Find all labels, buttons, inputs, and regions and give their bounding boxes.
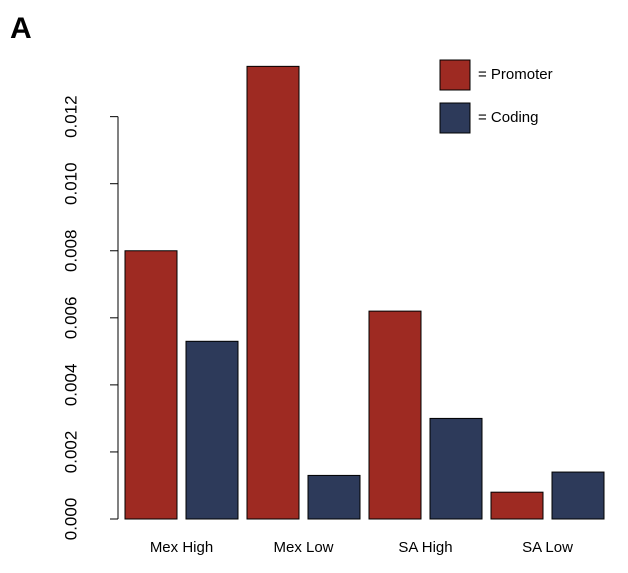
y-tick-label: 0.000 [61, 498, 80, 541]
bar [551, 471, 605, 520]
y-tick-label: 0.006 [61, 297, 80, 340]
bar [185, 340, 239, 520]
y-tick-label: 0.010 [61, 162, 80, 205]
bar [368, 310, 422, 520]
y-tick-label: 0.012 [61, 95, 80, 138]
x-tick-label: SA Low [522, 539, 573, 556]
x-tick-label: SA High [398, 539, 452, 556]
y-tick-label: 0.002 [61, 431, 80, 474]
bar [307, 474, 361, 520]
y-tick-label: 0.008 [61, 229, 80, 272]
y-tick-label: 0.004 [61, 364, 80, 407]
bar [490, 491, 544, 520]
bar [124, 250, 178, 520]
legend-label: = Coding [478, 109, 538, 126]
bar [429, 417, 483, 520]
bar [246, 65, 300, 520]
x-tick-label: Mex Low [273, 539, 333, 556]
legend-swatch [439, 102, 471, 134]
legend-label: = Promoter [478, 66, 553, 83]
x-tick-label: Mex High [150, 539, 213, 556]
legend-swatch [439, 59, 471, 91]
panel-label: A [10, 12, 32, 45]
